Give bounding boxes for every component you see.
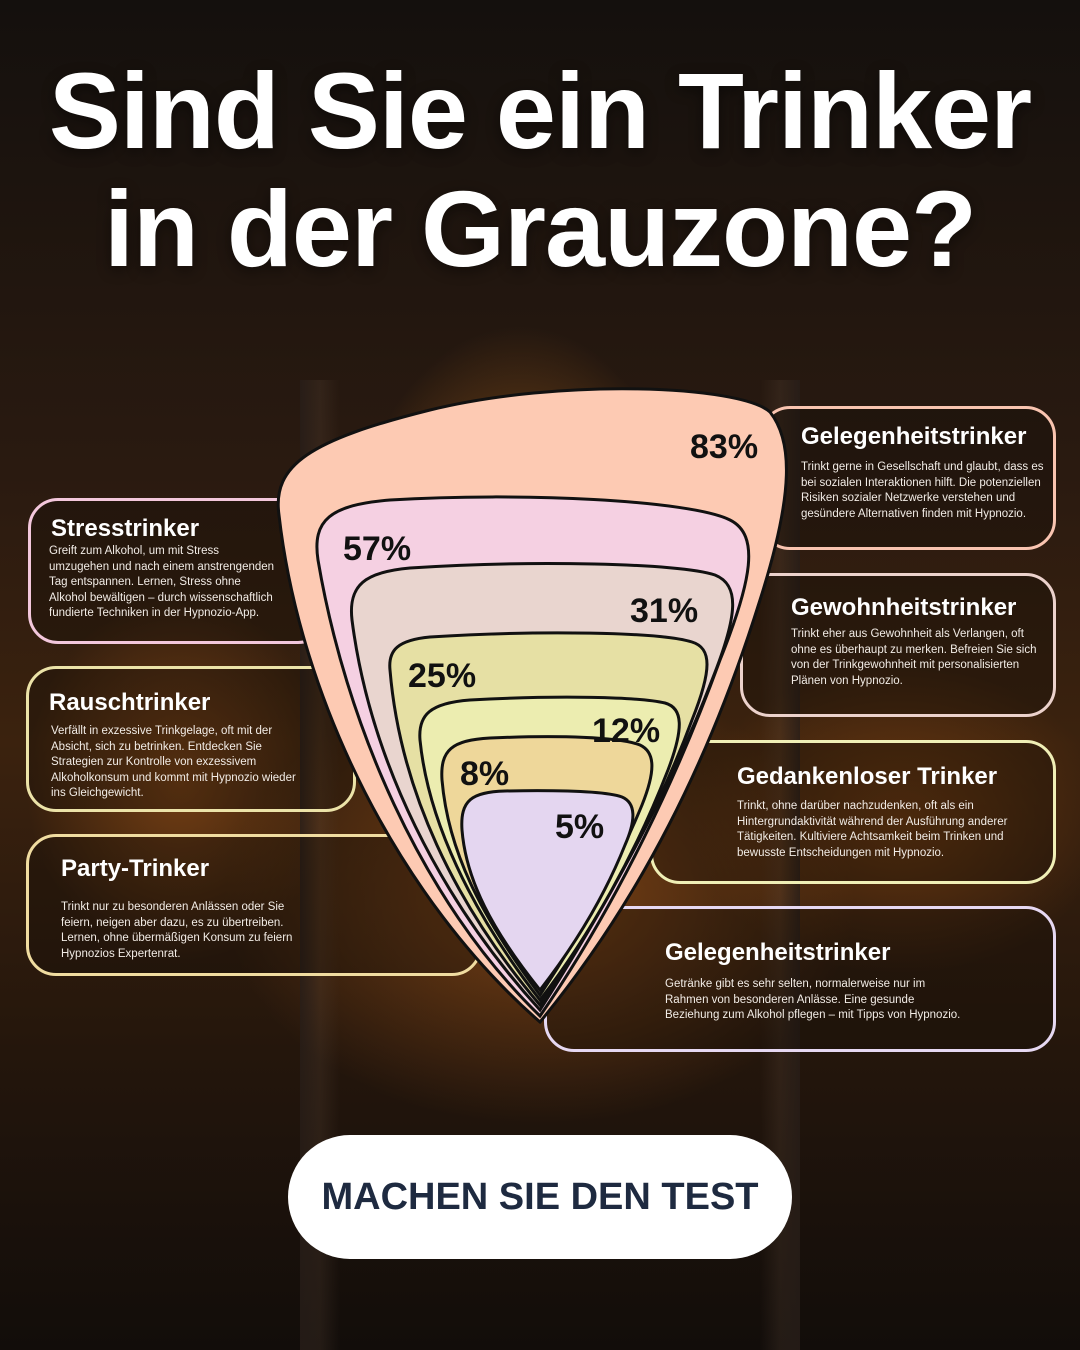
card-text: Trinkt nur zu besonderen Anlässen oder S…	[61, 901, 293, 960]
percent-label-57: 57%	[343, 530, 411, 568]
percent-label-5: 5%	[555, 808, 604, 846]
card-title: Gedankenloser Trinker	[737, 763, 998, 790]
card-title: Party-Trinker	[61, 855, 210, 882]
card-stresstrinker: Stresstrinker Greift zum Alkohol, um mit…	[28, 498, 328, 644]
card-title: Stresstrinker	[51, 515, 200, 542]
funnel-level-5	[460, 789, 635, 993]
percent-label-31: 31%	[630, 592, 698, 630]
card-rauschtrinker: Rauschtrinker Verfällt in exzessive Trin…	[26, 666, 356, 812]
card-text: Verfällt in exzessive Trinkgelage, oft m…	[51, 725, 296, 799]
page-title: Sind Sie ein Trinker in der Grauzone?	[0, 52, 1080, 288]
card-title: Gelegenheitstrinker	[665, 939, 891, 966]
card-gelegenheitstrinker-bottom: Gelegenheitstrinker Getränke gibt es seh…	[544, 906, 1056, 1052]
percent-label-12: 12%	[592, 712, 660, 750]
take-test-button[interactable]: MACHEN SIE DEN TEST	[288, 1135, 792, 1259]
card-text: Trinkt, ohne darüber nachzudenken, oft a…	[737, 800, 1008, 859]
card-text: Trinkt gerne in Gesellschaft und glaubt,…	[801, 461, 1044, 520]
percent-label-83: 83%	[690, 428, 758, 466]
title-line-1: Sind Sie ein Trinker	[48, 50, 1032, 171]
card-title: Rauschtrinker	[49, 689, 211, 716]
card-title: Gelegenheitstrinker	[801, 423, 1027, 450]
percent-label-8: 8%	[460, 755, 509, 793]
percent-label-25: 25%	[408, 657, 476, 695]
card-gedankenloser-trinker: Gedankenloser Trinker Trinkt, ohne darüb…	[650, 740, 1056, 884]
title-line-2: in der Grauzone?	[103, 168, 977, 289]
card-text: Trinkt eher aus Gewohnheit als Verlangen…	[791, 628, 1037, 687]
card-text: Greift zum Alkohol, um mit Stress umzuge…	[49, 545, 275, 619]
card-gelegenheitstrinker-top: Gelegenheitstrinker Trinkt gerne in Gese…	[760, 406, 1056, 550]
card-title: Gewohnheitstrinker	[791, 594, 1017, 621]
card-gewohnheitstrinker: Gewohnheitstrinker Trinkt eher aus Gewoh…	[740, 573, 1056, 717]
card-text: Getränke gibt es sehr selten, normalerwe…	[665, 978, 961, 1021]
